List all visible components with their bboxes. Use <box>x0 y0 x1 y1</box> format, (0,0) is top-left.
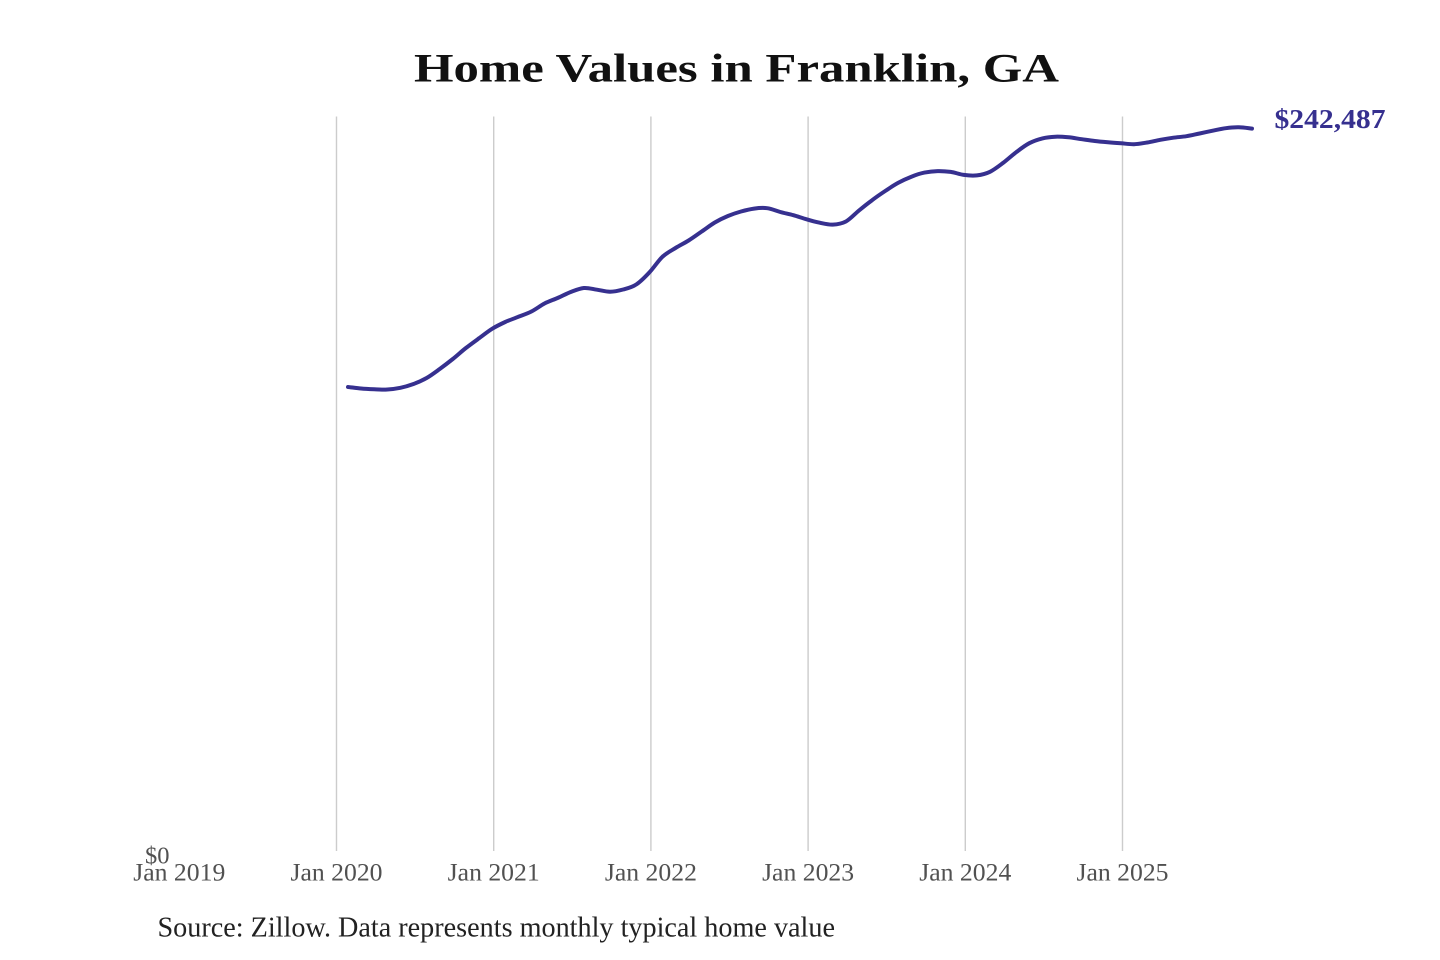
svg-text:Jan 2025: Jan 2025 <box>1076 858 1168 887</box>
svg-text:Jan 2022: Jan 2022 <box>605 858 697 887</box>
svg-text:Jan 2023: Jan 2023 <box>762 858 854 887</box>
svg-text:Home Values in Franklin, GA: Home Values in Franklin, GA <box>414 46 1059 91</box>
svg-text:Jan 2024: Jan 2024 <box>919 858 1011 887</box>
svg-text:Jan 2021: Jan 2021 <box>448 858 540 887</box>
svg-text:$242,487: $242,487 <box>1275 103 1386 134</box>
svg-text:Source: Zillow. Data represent: Source: Zillow. Data represents monthly … <box>158 912 836 944</box>
svg-text:Jan 2020: Jan 2020 <box>290 858 382 887</box>
svg-text:$0: $0 <box>145 843 170 870</box>
svg-text:Jan 2019: Jan 2019 <box>133 858 225 887</box>
